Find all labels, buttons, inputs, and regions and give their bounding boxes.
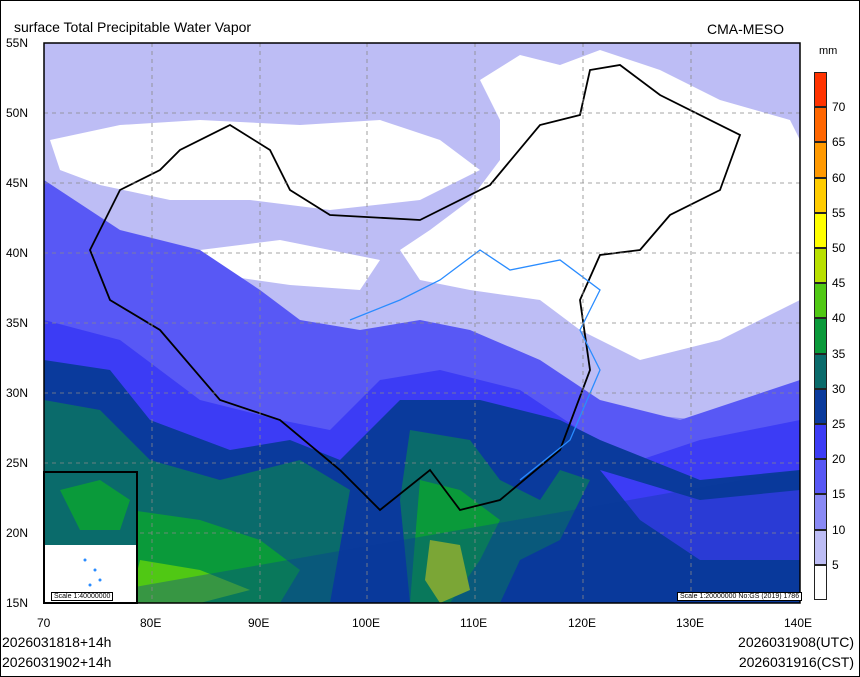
colorbar-tick-label: 40	[832, 311, 846, 326]
cst-time: 2026031916(CST)	[738, 654, 854, 670]
colorbar-bin	[814, 248, 827, 284]
init-time: 2026031818+14h	[2, 634, 112, 650]
lat-label: 20N	[6, 526, 29, 540]
lon-label: 100E	[352, 616, 381, 630]
colorbar-tick-label: 45	[832, 276, 846, 291]
map-field-white-northeast	[400, 50, 800, 360]
main-scale: Scale 1:20000000 No:GS (2019) 1786	[677, 592, 803, 601]
colorbar-tick-label: 70	[832, 100, 846, 115]
lon-label: 70	[37, 616, 51, 630]
lat-label: 55N	[6, 36, 29, 50]
colorbar-bin	[814, 388, 827, 424]
colorbar-tick-label: 65	[832, 135, 846, 150]
map-field-40-45	[130, 560, 250, 603]
colorbar-tick-label: 35	[832, 346, 846, 361]
colorbar-bin	[814, 283, 827, 319]
chart-title: surface Total Precipitable Water Vapor	[14, 19, 252, 35]
lat-label: 25N	[6, 456, 29, 470]
colorbar-tick-label: 25	[832, 417, 846, 431]
colorbar-unit: mm	[819, 45, 838, 57]
lon-label: 110E	[460, 616, 488, 630]
colorbar-bin	[814, 142, 827, 178]
lat-label: 35N	[6, 316, 29, 330]
colorbar-tick-label: 60	[832, 170, 846, 185]
colorbar-tick-label: 5	[832, 557, 839, 572]
lon-label: 130E	[676, 616, 705, 630]
lat-label: 30N	[6, 386, 29, 400]
model-name: CMA-MESO	[707, 21, 784, 37]
colorbar-tick-label: 20	[832, 452, 846, 467]
colorbar-bin	[814, 107, 827, 143]
utc-time: 2026031908(UTC)	[738, 634, 854, 650]
inset-scale: Scale 1:40000000	[51, 592, 114, 601]
lon-label: 140E	[784, 616, 813, 630]
valid-time: 2026031902+14h	[2, 654, 112, 670]
china-border	[89, 64, 742, 512]
inset-south-china-sea	[43, 471, 138, 604]
lon-label: 90E	[248, 616, 270, 630]
graticule	[44, 43, 800, 603]
colorbar-bin	[814, 459, 827, 495]
colorbar-bin	[814, 424, 827, 460]
colorbar-bin	[814, 72, 827, 108]
map-field-ocean-band	[44, 470, 800, 603]
lat-label: 50N	[6, 106, 29, 120]
map-field-white-west	[200, 240, 380, 290]
colorbar-tick-label: 55	[832, 205, 846, 220]
map-field-ocean-20-25	[600, 470, 800, 560]
lon-label: 80E	[140, 616, 162, 630]
lon-label: 120E	[568, 616, 597, 630]
colorbar-tick-label: 10	[832, 522, 846, 537]
map-field-white-north	[50, 120, 480, 210]
map-field-45-50	[425, 540, 470, 603]
colorbar-tick-label: 50	[832, 241, 846, 255]
colorbar-bin	[814, 177, 827, 213]
colorbar-bin	[814, 494, 827, 530]
colorbar-bin	[814, 564, 827, 600]
colorbar-tick-label: 15	[832, 487, 846, 502]
lat-label: 45N	[6, 176, 29, 190]
colorbar-bin	[814, 529, 827, 565]
colorbar-bin	[814, 212, 827, 248]
colorbar-bin	[814, 318, 827, 354]
lat-label: 15N	[6, 596, 29, 610]
lat-label: 40N	[6, 246, 29, 260]
colorbar-bin	[814, 353, 827, 389]
colorbar-tick-label: 30	[832, 381, 846, 396]
